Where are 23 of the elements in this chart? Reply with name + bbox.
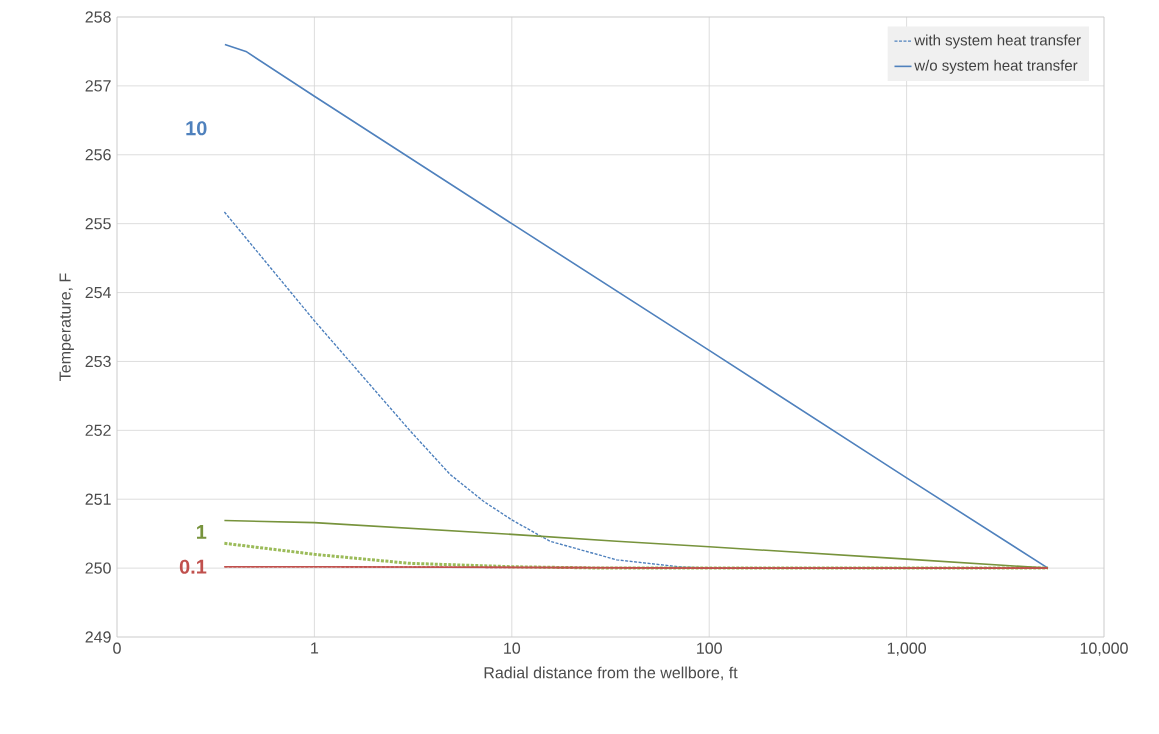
y-tick-label: 253 [85,355,111,368]
x-tick-label: 0 [113,642,121,654]
legend-label: w/o system heat transfer [914,59,1078,74]
x-tick-label: 1 [311,642,319,654]
y-tick-label: 256 [85,149,111,161]
y-axis-title: Temperature, F [59,273,74,381]
y-tick-label: 254 [85,286,111,299]
y-tick-label: 255 [85,218,111,230]
y-tick-label: 250 [85,562,111,574]
x-tick-label: 10 [504,642,521,654]
legend-label: with system heat transfer [914,34,1081,49]
x-tick-label: 10,000 [1080,642,1128,656]
x-tick-label: 100 [697,642,722,654]
annotation: 10 [186,121,207,136]
annotation: 0.1 [179,559,207,574]
y-tick-label: 251 [85,493,111,505]
x-axis-title: Radial distance from the wellbore, ft [484,666,738,681]
x-tick-label: 1,000 [887,642,927,656]
y-tick-label: 257 [85,80,111,92]
annotation: 1 [197,525,207,539]
y-tick-label: 252 [85,424,111,436]
y-tick-label: 249 [85,631,111,643]
y-tick-label: 258 [85,11,111,23]
